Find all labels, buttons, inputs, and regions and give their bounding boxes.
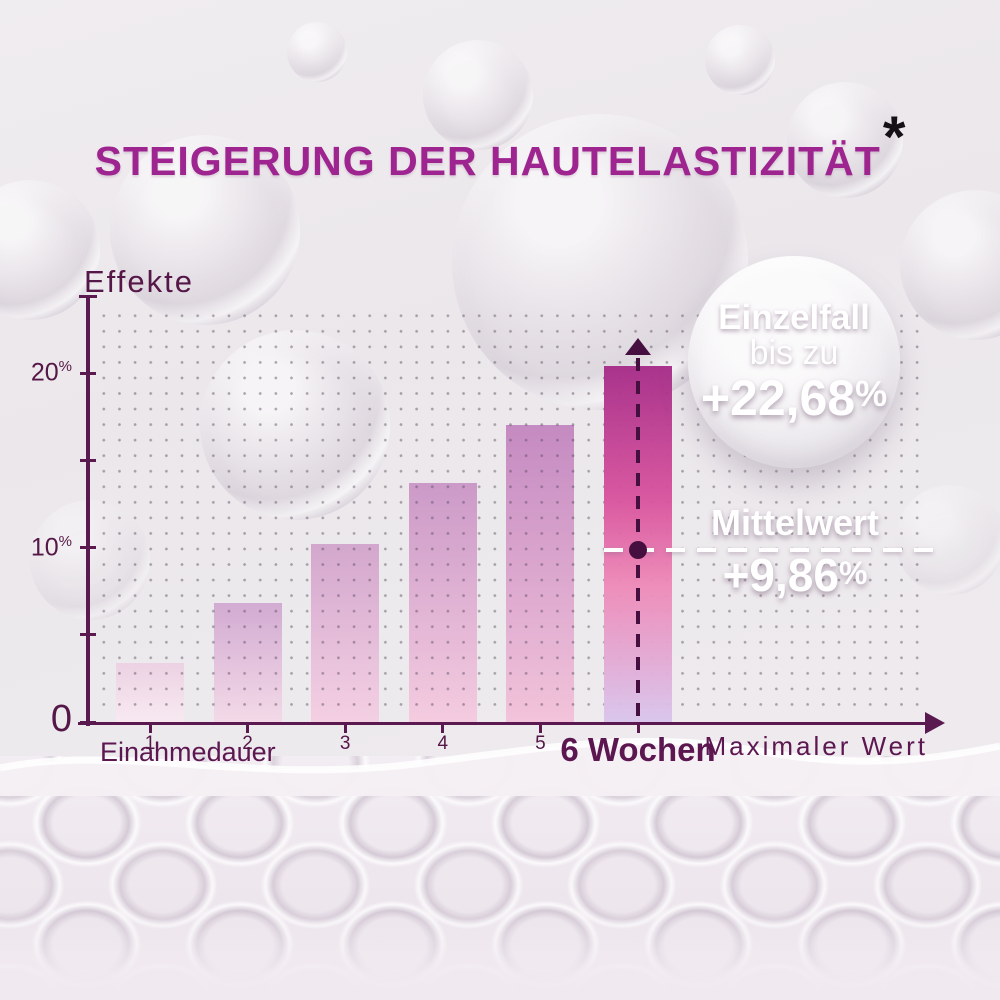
y-axis-line <box>86 296 90 726</box>
y-tick-mark <box>80 633 96 637</box>
skin-cell-texture <box>0 756 1000 1000</box>
x-tick-mark <box>343 725 347 733</box>
mean-point <box>629 540 647 559</box>
x-tick-label: 2 <box>242 733 253 754</box>
title-text: STEIGERUNG DER HAUTELASTIZITÄT <box>94 138 881 184</box>
page-title: STEIGERUNG DER HAUTELASTIZITÄT* <box>0 104 1000 185</box>
bubble-decoration <box>705 25 775 95</box>
x-axis-line <box>78 722 927 725</box>
y-tick-label: 20% <box>30 358 72 387</box>
target-dashed-line <box>636 358 640 722</box>
bar-week-1 <box>116 662 184 722</box>
badge-line1: Einzelfall <box>718 297 870 337</box>
bubble-decoration <box>287 22 347 82</box>
max-arrow-icon <box>625 338 651 356</box>
badge-line2: bis zu <box>749 333 839 372</box>
mean-value: +9,86% <box>722 549 868 601</box>
mean-title: Mittelwert <box>710 502 879 543</box>
bottom-fade <box>0 910 1000 1000</box>
x-tick-mark <box>246 725 250 733</box>
x-tick-mark <box>538 725 542 733</box>
x-tick-label: 3 <box>339 733 351 754</box>
mean-dashed-line <box>604 547 945 552</box>
bar-week-2 <box>213 603 282 722</box>
y-tick-mark <box>80 458 96 462</box>
y-tick-label: 0 <box>50 698 72 740</box>
x-tick-label: 1 <box>144 733 156 754</box>
bar-week-4 <box>408 482 477 722</box>
y-tick-mark <box>80 371 96 375</box>
bar-week-5 <box>506 425 575 722</box>
y-axis-title: Effekte <box>84 264 194 299</box>
x-tick-mark <box>636 725 640 733</box>
y-tick-mark <box>80 546 96 549</box>
x-tick-mark <box>148 725 152 733</box>
badge-value: +22,68% <box>700 369 888 426</box>
max-value-badge: Einzelfall bis zu +22,68% <box>688 256 900 468</box>
x-tick-label: 4 <box>437 733 449 754</box>
x-axis-arrow-icon <box>925 712 945 734</box>
bar-week-3 <box>311 544 380 722</box>
x-tick-mark <box>441 725 445 733</box>
y-axis-top-tick <box>79 295 97 298</box>
title-asterisk: * <box>882 105 906 170</box>
y-tick-label: 10% <box>30 532 72 561</box>
mean-annotation: Mittelwert +9,86% <box>655 505 935 602</box>
x-tick-label: 6 Wochen <box>560 731 716 768</box>
y-tick-mark <box>80 720 96 724</box>
